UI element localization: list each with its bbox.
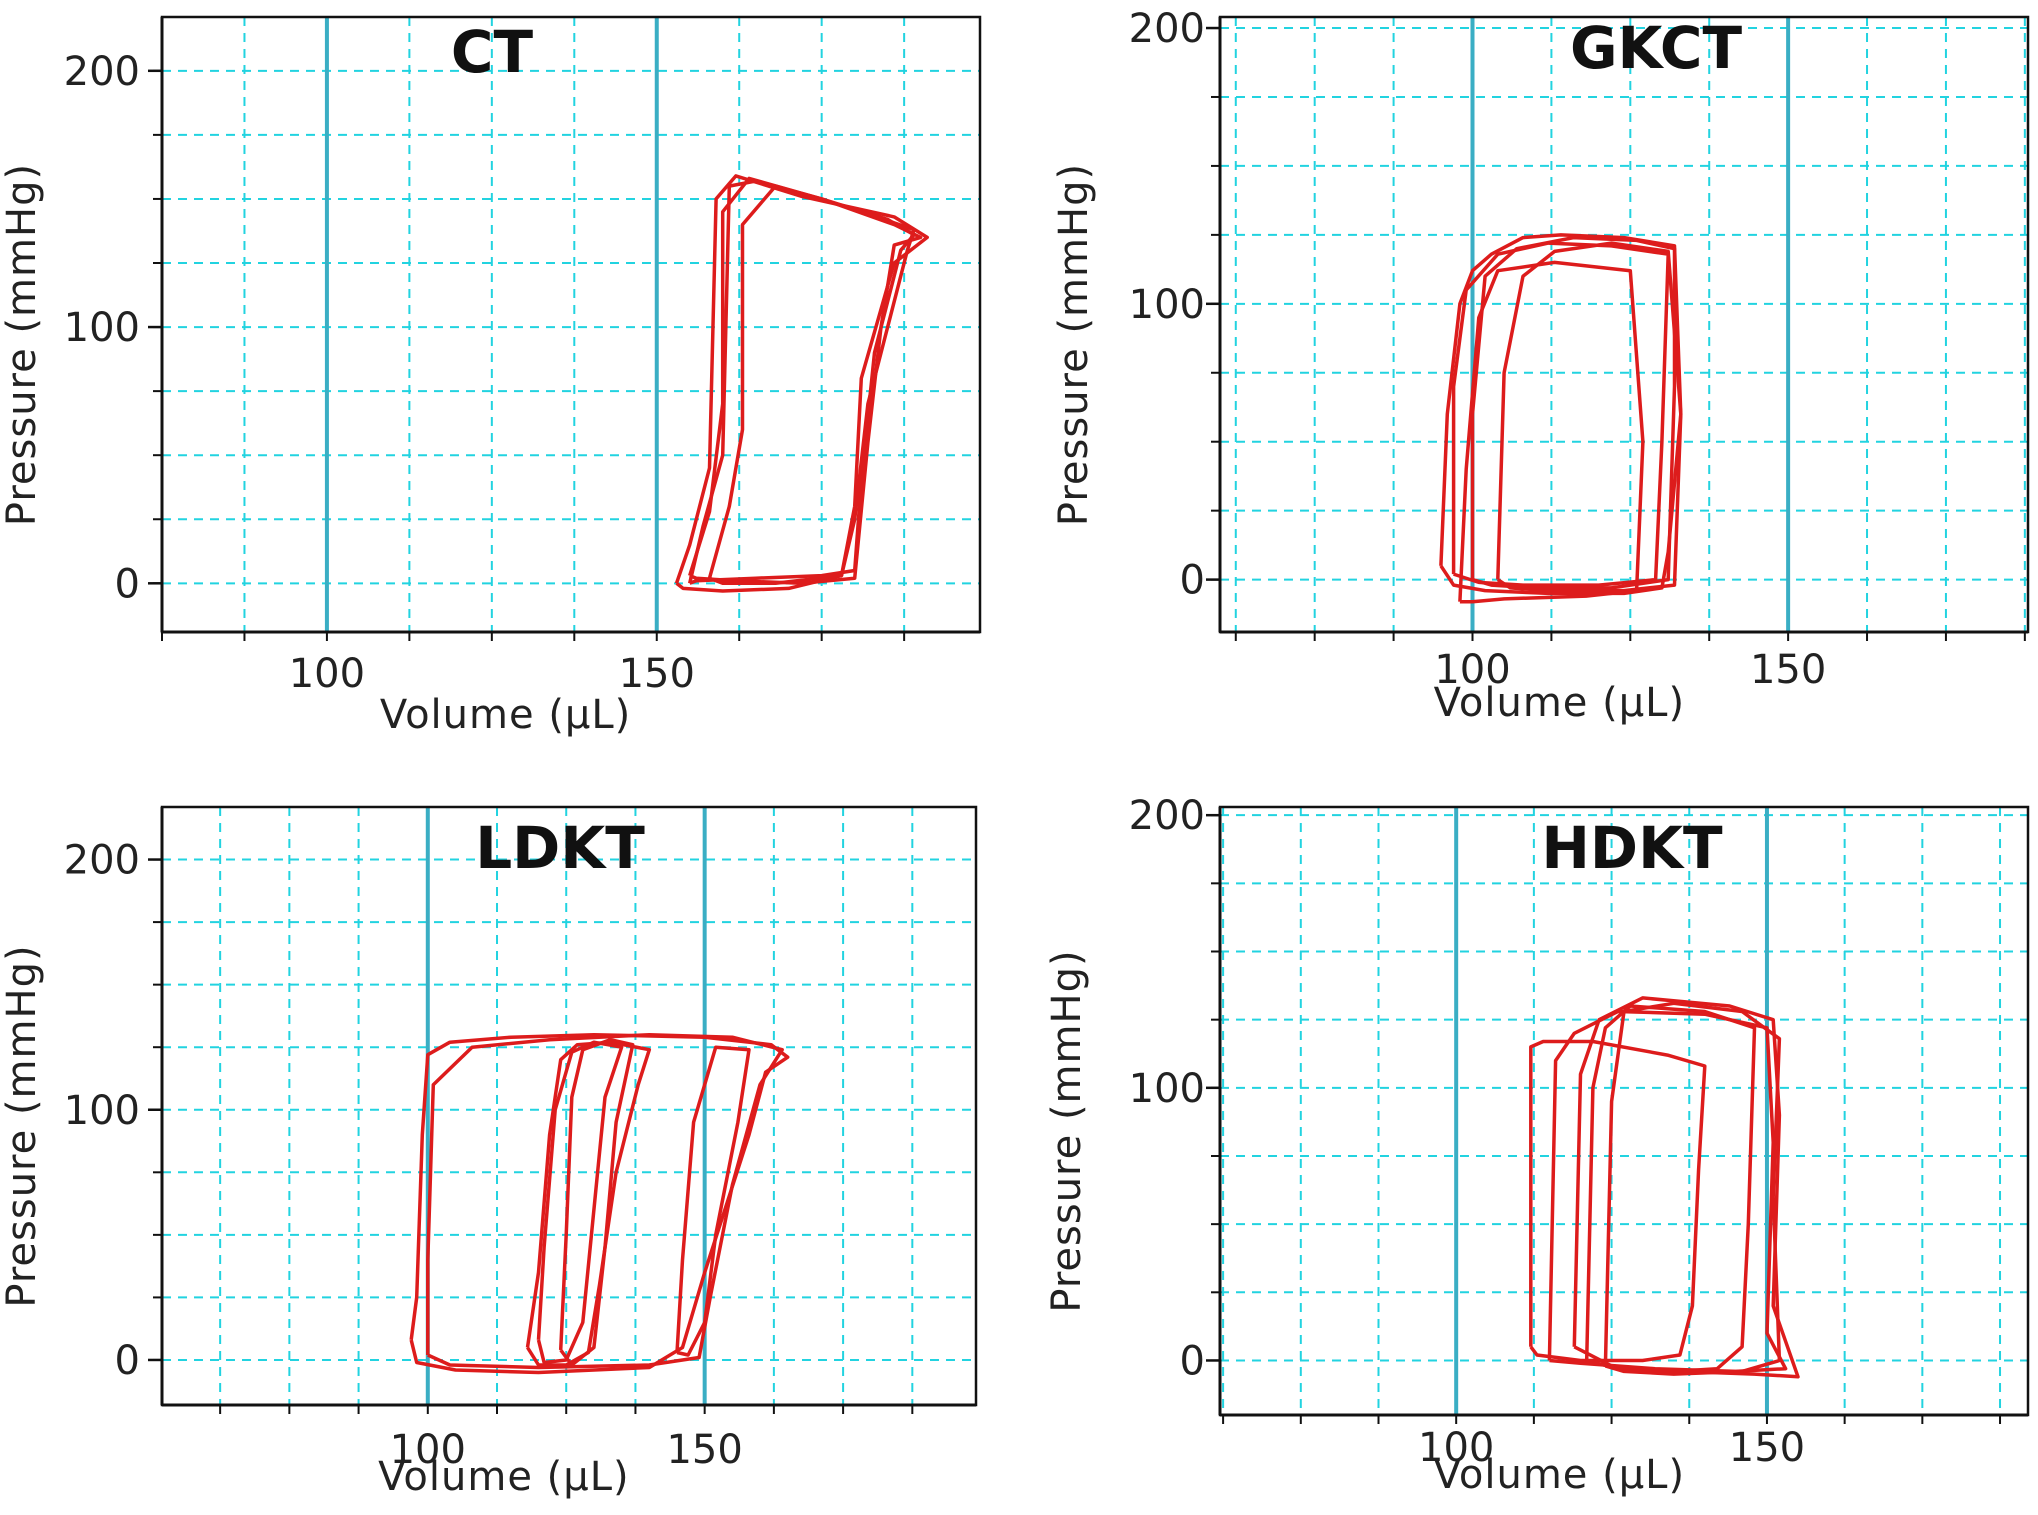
panel-title: CT	[451, 18, 534, 86]
x-axis-label: Volume (µL)	[380, 692, 631, 738]
chart-panel: 100 150 0 100 200 Volume (µL) Pressure (mmHg) G…	[1051, 6, 2030, 726]
x-axis-label: Volume (µL)	[378, 1454, 629, 1500]
x-tick-label: 100	[1418, 1425, 1494, 1471]
panel-title: LDKT	[475, 814, 645, 882]
x-axis-label: Volume (µL)	[1434, 1452, 1685, 1498]
pv-loop	[558, 1037, 635, 1367]
y-tick-label: 200	[64, 838, 140, 884]
pv-loop	[1529, 1039, 1707, 1363]
x-tick-label: 100	[1434, 647, 1510, 693]
pv-loop	[675, 1045, 751, 1357]
grid	[162, 807, 976, 1405]
y-tick-label: 100	[64, 1088, 140, 1134]
pv-loop	[1439, 233, 1683, 596]
pv-loop	[1496, 241, 1683, 593]
grid	[161, 17, 980, 632]
chart-panel: 100 150 0 100 200 Volume (µL) Pressure (mmHg) H…	[1044, 793, 2030, 1498]
x-tick-label: 150	[1750, 647, 1826, 693]
x-tick-label: 100	[289, 651, 365, 697]
pv-loops	[674, 174, 929, 593]
plot-frame	[160, 805, 978, 1407]
y-tick-label: 0	[1180, 558, 1205, 604]
pv-loop	[1584, 1004, 1757, 1374]
y-tick-label: 100	[1129, 1066, 1205, 1112]
plot-frame	[1218, 15, 2030, 634]
x-tick-label: 150	[1729, 1425, 1805, 1471]
pv-loop	[1458, 260, 1645, 604]
y-axis-label: Pressure (mmHg)	[1044, 949, 1090, 1312]
plot-frame	[1218, 805, 2030, 1417]
pv-loops	[1529, 996, 1800, 1379]
y-axis-label: Pressure (mmHg)	[0, 163, 45, 526]
panel-title: GKCT	[1570, 14, 1743, 82]
y-tick-label: 200	[1129, 793, 1205, 839]
pv-loop	[409, 1032, 790, 1375]
y-tick-label: 0	[1180, 1338, 1205, 1384]
pv-loop	[525, 1040, 652, 1367]
pv-loop	[426, 1032, 784, 1370]
chart-panel: 100 150 0 100 200 Volume (µL) Pressure (mmHg) L…	[0, 805, 978, 1500]
y-tick-label: 200	[1129, 6, 1205, 52]
x-tick-label: 150	[619, 651, 695, 697]
y-tick-label: 0	[115, 561, 140, 607]
y-tick-label: 0	[115, 1338, 140, 1384]
pv-loop	[1451, 241, 1670, 587]
pv-loops	[409, 1032, 790, 1375]
y-axis-label: Pressure (mmHg)	[0, 944, 45, 1307]
pv-loop	[1603, 1001, 1782, 1376]
y-tick-label: 200	[64, 49, 140, 95]
pv-loops	[1439, 233, 1683, 604]
grid	[1220, 807, 2028, 1415]
pv-loop	[1470, 235, 1677, 590]
pv-loop	[674, 174, 929, 593]
pv-loop	[536, 1040, 624, 1365]
pv-loop	[707, 184, 916, 586]
x-axis-label: Volume (µL)	[1434, 680, 1685, 726]
grid	[1220, 17, 2028, 632]
y-axis-label: Pressure (mmHg)	[1051, 163, 1097, 526]
panel-title: HDKT	[1541, 814, 1723, 882]
chart-panel: 100 150 0 100 200 Volume (µL) Pressure (mmHg) C…	[0, 15, 982, 738]
x-tick-label: 100	[390, 1427, 466, 1473]
y-tick-label: 100	[64, 305, 140, 351]
y-tick-label: 100	[1129, 282, 1205, 328]
x-tick-label: 150	[666, 1427, 742, 1473]
